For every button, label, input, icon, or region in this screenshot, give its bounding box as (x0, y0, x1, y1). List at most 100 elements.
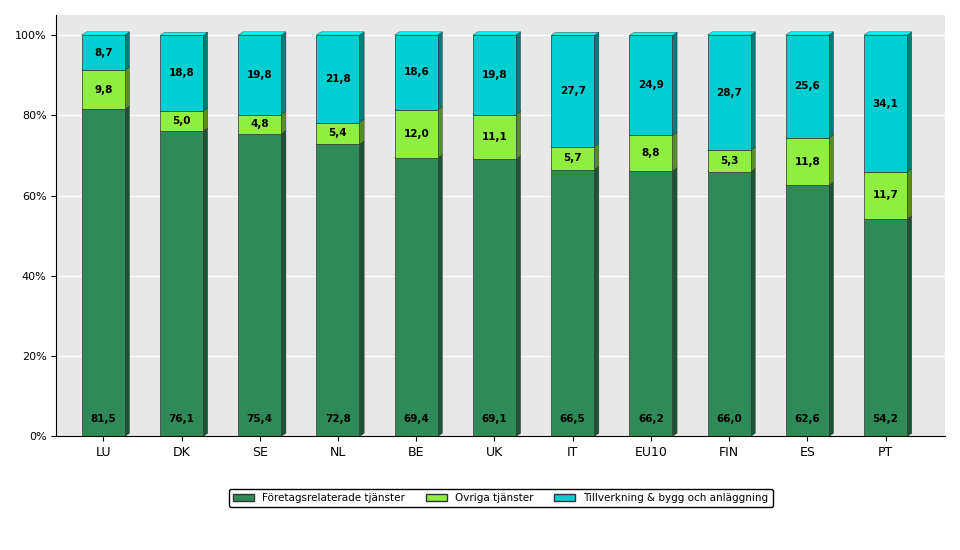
Bar (160, 35, 203, 111)
Polygon shape (125, 106, 130, 437)
Polygon shape (516, 32, 520, 114)
Text: 8,7: 8,7 (94, 47, 112, 58)
Polygon shape (828, 32, 833, 138)
Polygon shape (672, 32, 677, 135)
Polygon shape (438, 107, 443, 158)
Polygon shape (317, 141, 364, 144)
Bar (551, 169, 594, 437)
Text: 5,3: 5,3 (720, 156, 738, 166)
Polygon shape (864, 32, 912, 35)
Polygon shape (708, 32, 756, 35)
Text: 11,1: 11,1 (482, 132, 507, 142)
Polygon shape (160, 128, 207, 131)
Bar (708, 172, 751, 437)
Text: 66,2: 66,2 (638, 415, 663, 425)
Bar (160, 131, 203, 437)
Text: 5,7: 5,7 (564, 153, 582, 163)
Text: 11,7: 11,7 (873, 190, 899, 200)
Bar (864, 35, 907, 172)
Bar (82, 109, 125, 437)
Polygon shape (438, 32, 443, 110)
Text: 81,5: 81,5 (90, 415, 116, 425)
Bar (473, 35, 516, 114)
Text: 18,8: 18,8 (169, 68, 194, 78)
Text: 19,8: 19,8 (247, 70, 273, 80)
Bar (160, 111, 203, 131)
Bar (317, 123, 359, 144)
Text: 12,0: 12,0 (403, 129, 429, 139)
Polygon shape (786, 32, 833, 35)
Polygon shape (473, 111, 520, 114)
Text: 76,1: 76,1 (169, 415, 195, 425)
Text: 5,0: 5,0 (172, 116, 191, 126)
Text: 69,1: 69,1 (482, 415, 507, 425)
Polygon shape (751, 168, 756, 437)
Bar (317, 144, 359, 437)
Polygon shape (395, 32, 443, 35)
Text: 25,6: 25,6 (795, 81, 820, 91)
Polygon shape (672, 168, 677, 437)
Polygon shape (630, 32, 677, 35)
Text: 66,0: 66,0 (716, 415, 742, 425)
Polygon shape (160, 32, 207, 35)
Polygon shape (359, 119, 364, 144)
Bar (630, 135, 672, 170)
Text: 18,6: 18,6 (403, 68, 429, 78)
Bar (708, 35, 751, 150)
Polygon shape (238, 130, 286, 134)
Text: 72,8: 72,8 (325, 415, 351, 425)
Bar (395, 35, 438, 110)
Polygon shape (359, 32, 364, 123)
Bar (395, 110, 438, 158)
Polygon shape (82, 106, 130, 109)
Bar (786, 35, 828, 138)
Polygon shape (551, 144, 599, 147)
Text: 28,7: 28,7 (716, 87, 742, 98)
Bar (82, 35, 125, 70)
Polygon shape (551, 166, 599, 169)
Polygon shape (751, 32, 756, 150)
Polygon shape (281, 111, 286, 134)
Polygon shape (751, 147, 756, 172)
Polygon shape (708, 147, 756, 150)
Polygon shape (516, 111, 520, 159)
Text: 69,4: 69,4 (403, 415, 429, 425)
Text: 24,9: 24,9 (638, 80, 663, 90)
Text: 4,8: 4,8 (251, 119, 269, 129)
Polygon shape (786, 135, 833, 138)
Polygon shape (516, 156, 520, 437)
Text: 5,4: 5,4 (328, 128, 348, 139)
Polygon shape (238, 111, 286, 114)
Polygon shape (473, 32, 520, 35)
Polygon shape (125, 67, 130, 109)
Text: 27,7: 27,7 (560, 86, 586, 96)
Polygon shape (672, 132, 677, 170)
Polygon shape (395, 155, 443, 158)
Polygon shape (203, 108, 207, 131)
Bar (708, 150, 751, 172)
Bar (864, 219, 907, 437)
Bar (238, 35, 281, 114)
Polygon shape (708, 168, 756, 172)
Polygon shape (907, 169, 912, 219)
Bar (238, 134, 281, 437)
Polygon shape (281, 130, 286, 437)
Text: 9,8: 9,8 (94, 85, 112, 95)
Polygon shape (828, 135, 833, 185)
Bar (864, 172, 907, 219)
Polygon shape (630, 132, 677, 135)
Polygon shape (473, 156, 520, 159)
Text: 54,2: 54,2 (873, 415, 899, 425)
Polygon shape (281, 32, 286, 114)
Polygon shape (786, 182, 833, 185)
Legend: Företagsrelaterade tjänster, Ovriga tjänster, Tillverkning & bygg och anläggning: Företagsrelaterade tjänster, Ovriga tjän… (228, 489, 773, 507)
Bar (473, 159, 516, 437)
Bar (630, 35, 672, 135)
Polygon shape (203, 128, 207, 437)
Polygon shape (317, 32, 364, 35)
Polygon shape (594, 166, 599, 437)
Bar (317, 35, 359, 123)
Polygon shape (82, 67, 130, 70)
Polygon shape (907, 32, 912, 172)
Polygon shape (828, 182, 833, 437)
